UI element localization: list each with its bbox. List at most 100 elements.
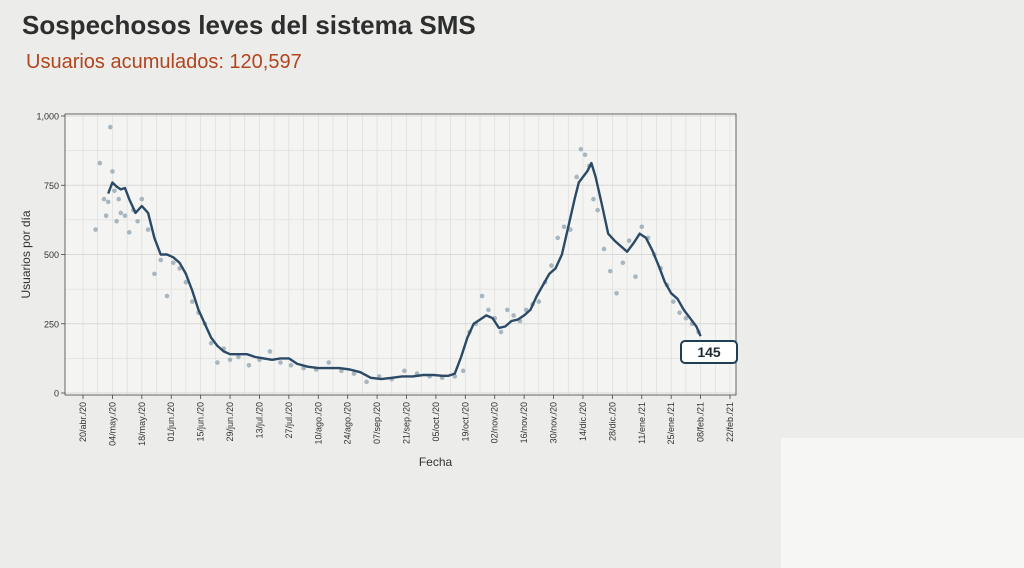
data-point xyxy=(171,260,176,266)
data-point xyxy=(614,290,619,296)
data-point xyxy=(351,371,357,376)
data-point xyxy=(607,268,613,274)
x-tick-label: 24/ago./20 xyxy=(343,402,353,445)
x-tick-label: 11/ene./21 xyxy=(637,402,647,444)
x-tick-label: 21/sep./20 xyxy=(402,402,412,444)
x-tick-label: 05/oct./20 xyxy=(431,402,441,442)
data-point xyxy=(110,169,115,174)
data-point xyxy=(122,213,128,219)
x-tick-label: 04/may./20 xyxy=(107,402,117,446)
data-point xyxy=(164,293,170,299)
y-tick-label: 500 xyxy=(44,250,59,260)
x-tick-label: 16/nov./20 xyxy=(519,402,529,443)
data-point xyxy=(582,152,588,158)
data-point xyxy=(105,199,111,205)
x-tick-label: 08/feb./21 xyxy=(696,402,706,442)
chart-grid xyxy=(65,114,736,395)
y-tick-label: 750 xyxy=(44,181,59,191)
data-point xyxy=(574,174,579,180)
x-tick-label: 19/oct./20 xyxy=(460,402,470,442)
y-axis-label: Usuarios por día xyxy=(19,210,33,298)
y-tick-label: 0 xyxy=(54,389,59,399)
page-title: Sospechosos leves del sistema SMS xyxy=(22,10,476,40)
data-point xyxy=(158,257,164,263)
x-tick-label: 27/jul./20 xyxy=(284,402,294,439)
data-point xyxy=(591,196,596,202)
data-point xyxy=(97,160,103,166)
video-inset-panel xyxy=(781,438,1024,568)
data-point xyxy=(639,224,645,230)
data-point xyxy=(677,310,682,315)
data-point xyxy=(189,299,195,304)
data-point xyxy=(555,235,561,241)
data-point xyxy=(215,360,220,365)
data-point xyxy=(498,329,504,335)
y-tick-label: 1,000 xyxy=(36,112,59,122)
chart: 0 250 500 750 1,000 20/abr./20 04/may./20 18/m… xyxy=(19,112,738,469)
data-point xyxy=(549,263,554,268)
data-point xyxy=(227,357,233,363)
data-point xyxy=(568,227,573,232)
data-point xyxy=(601,246,607,252)
data-point xyxy=(364,379,369,385)
x-tick-label: 13/jul./20 xyxy=(254,402,264,439)
data-point xyxy=(246,363,252,368)
x-tick-label: 20/abr./20 xyxy=(78,402,88,442)
data-point xyxy=(126,230,132,235)
data-point xyxy=(402,368,407,374)
x-tick-label: 22/feb./21 xyxy=(725,402,735,442)
data-point xyxy=(595,207,600,213)
data-point xyxy=(183,279,189,285)
data-point xyxy=(139,196,145,202)
x-tick-label: 30/nov./20 xyxy=(549,402,559,443)
data-point xyxy=(620,260,626,266)
smoothed-series-line xyxy=(107,161,702,381)
x-tick-label: 14/dic./20 xyxy=(578,402,588,441)
data-point xyxy=(278,360,283,365)
x-axis-label: Fecha xyxy=(419,455,453,469)
y-tick-label: 250 xyxy=(44,319,59,329)
y-tick-labels: 0 250 500 750 1,000 xyxy=(36,112,65,399)
last-value-annotation: 145 xyxy=(680,340,738,364)
data-point xyxy=(670,299,676,304)
annotation-label: 145 xyxy=(697,344,721,360)
x-tick-label: 10/ago./20 xyxy=(313,402,323,445)
x-tick-label: 25/ene./21 xyxy=(666,402,676,445)
x-tick-label: 29/jun./20 xyxy=(225,402,235,442)
data-point xyxy=(683,315,689,321)
data-point xyxy=(633,274,638,279)
data-point xyxy=(267,349,273,354)
x-tick-label: 15/jun./20 xyxy=(196,402,206,442)
data-point xyxy=(116,196,122,202)
data-point xyxy=(145,227,151,232)
data-point xyxy=(479,293,485,299)
data-point xyxy=(152,271,157,277)
x-tick-label: 28/dic./20 xyxy=(607,402,617,441)
x-tick-label: 07/sep./20 xyxy=(372,402,382,444)
data-point xyxy=(578,146,584,152)
data-point xyxy=(101,196,107,202)
annotation-box xyxy=(680,340,738,364)
data-point xyxy=(236,354,241,360)
data-point xyxy=(135,218,140,224)
data-point xyxy=(114,218,119,224)
x-tick-labels: 20/abr./20 04/may./20 18/may./20 01/jun./20… xyxy=(78,395,735,446)
data-point xyxy=(288,363,294,368)
x-tick-label: 18/may./20 xyxy=(137,402,147,446)
data-point xyxy=(536,299,542,304)
data-point xyxy=(208,340,214,346)
x-tick-label: 01/jun./20 xyxy=(166,402,176,442)
data-point xyxy=(561,224,567,230)
data-point xyxy=(626,238,632,243)
data-point xyxy=(486,307,491,313)
data-point xyxy=(118,210,124,216)
data-point xyxy=(112,188,117,194)
data-point xyxy=(511,313,516,318)
data-point xyxy=(505,307,510,313)
data-point xyxy=(103,213,109,219)
data-point xyxy=(108,124,113,130)
data-point xyxy=(326,360,332,365)
data-point xyxy=(93,227,98,232)
page-subtitle: Usuarios acumulados: 120,597 xyxy=(26,51,302,73)
x-tick-label: 02/nov./20 xyxy=(490,402,500,443)
